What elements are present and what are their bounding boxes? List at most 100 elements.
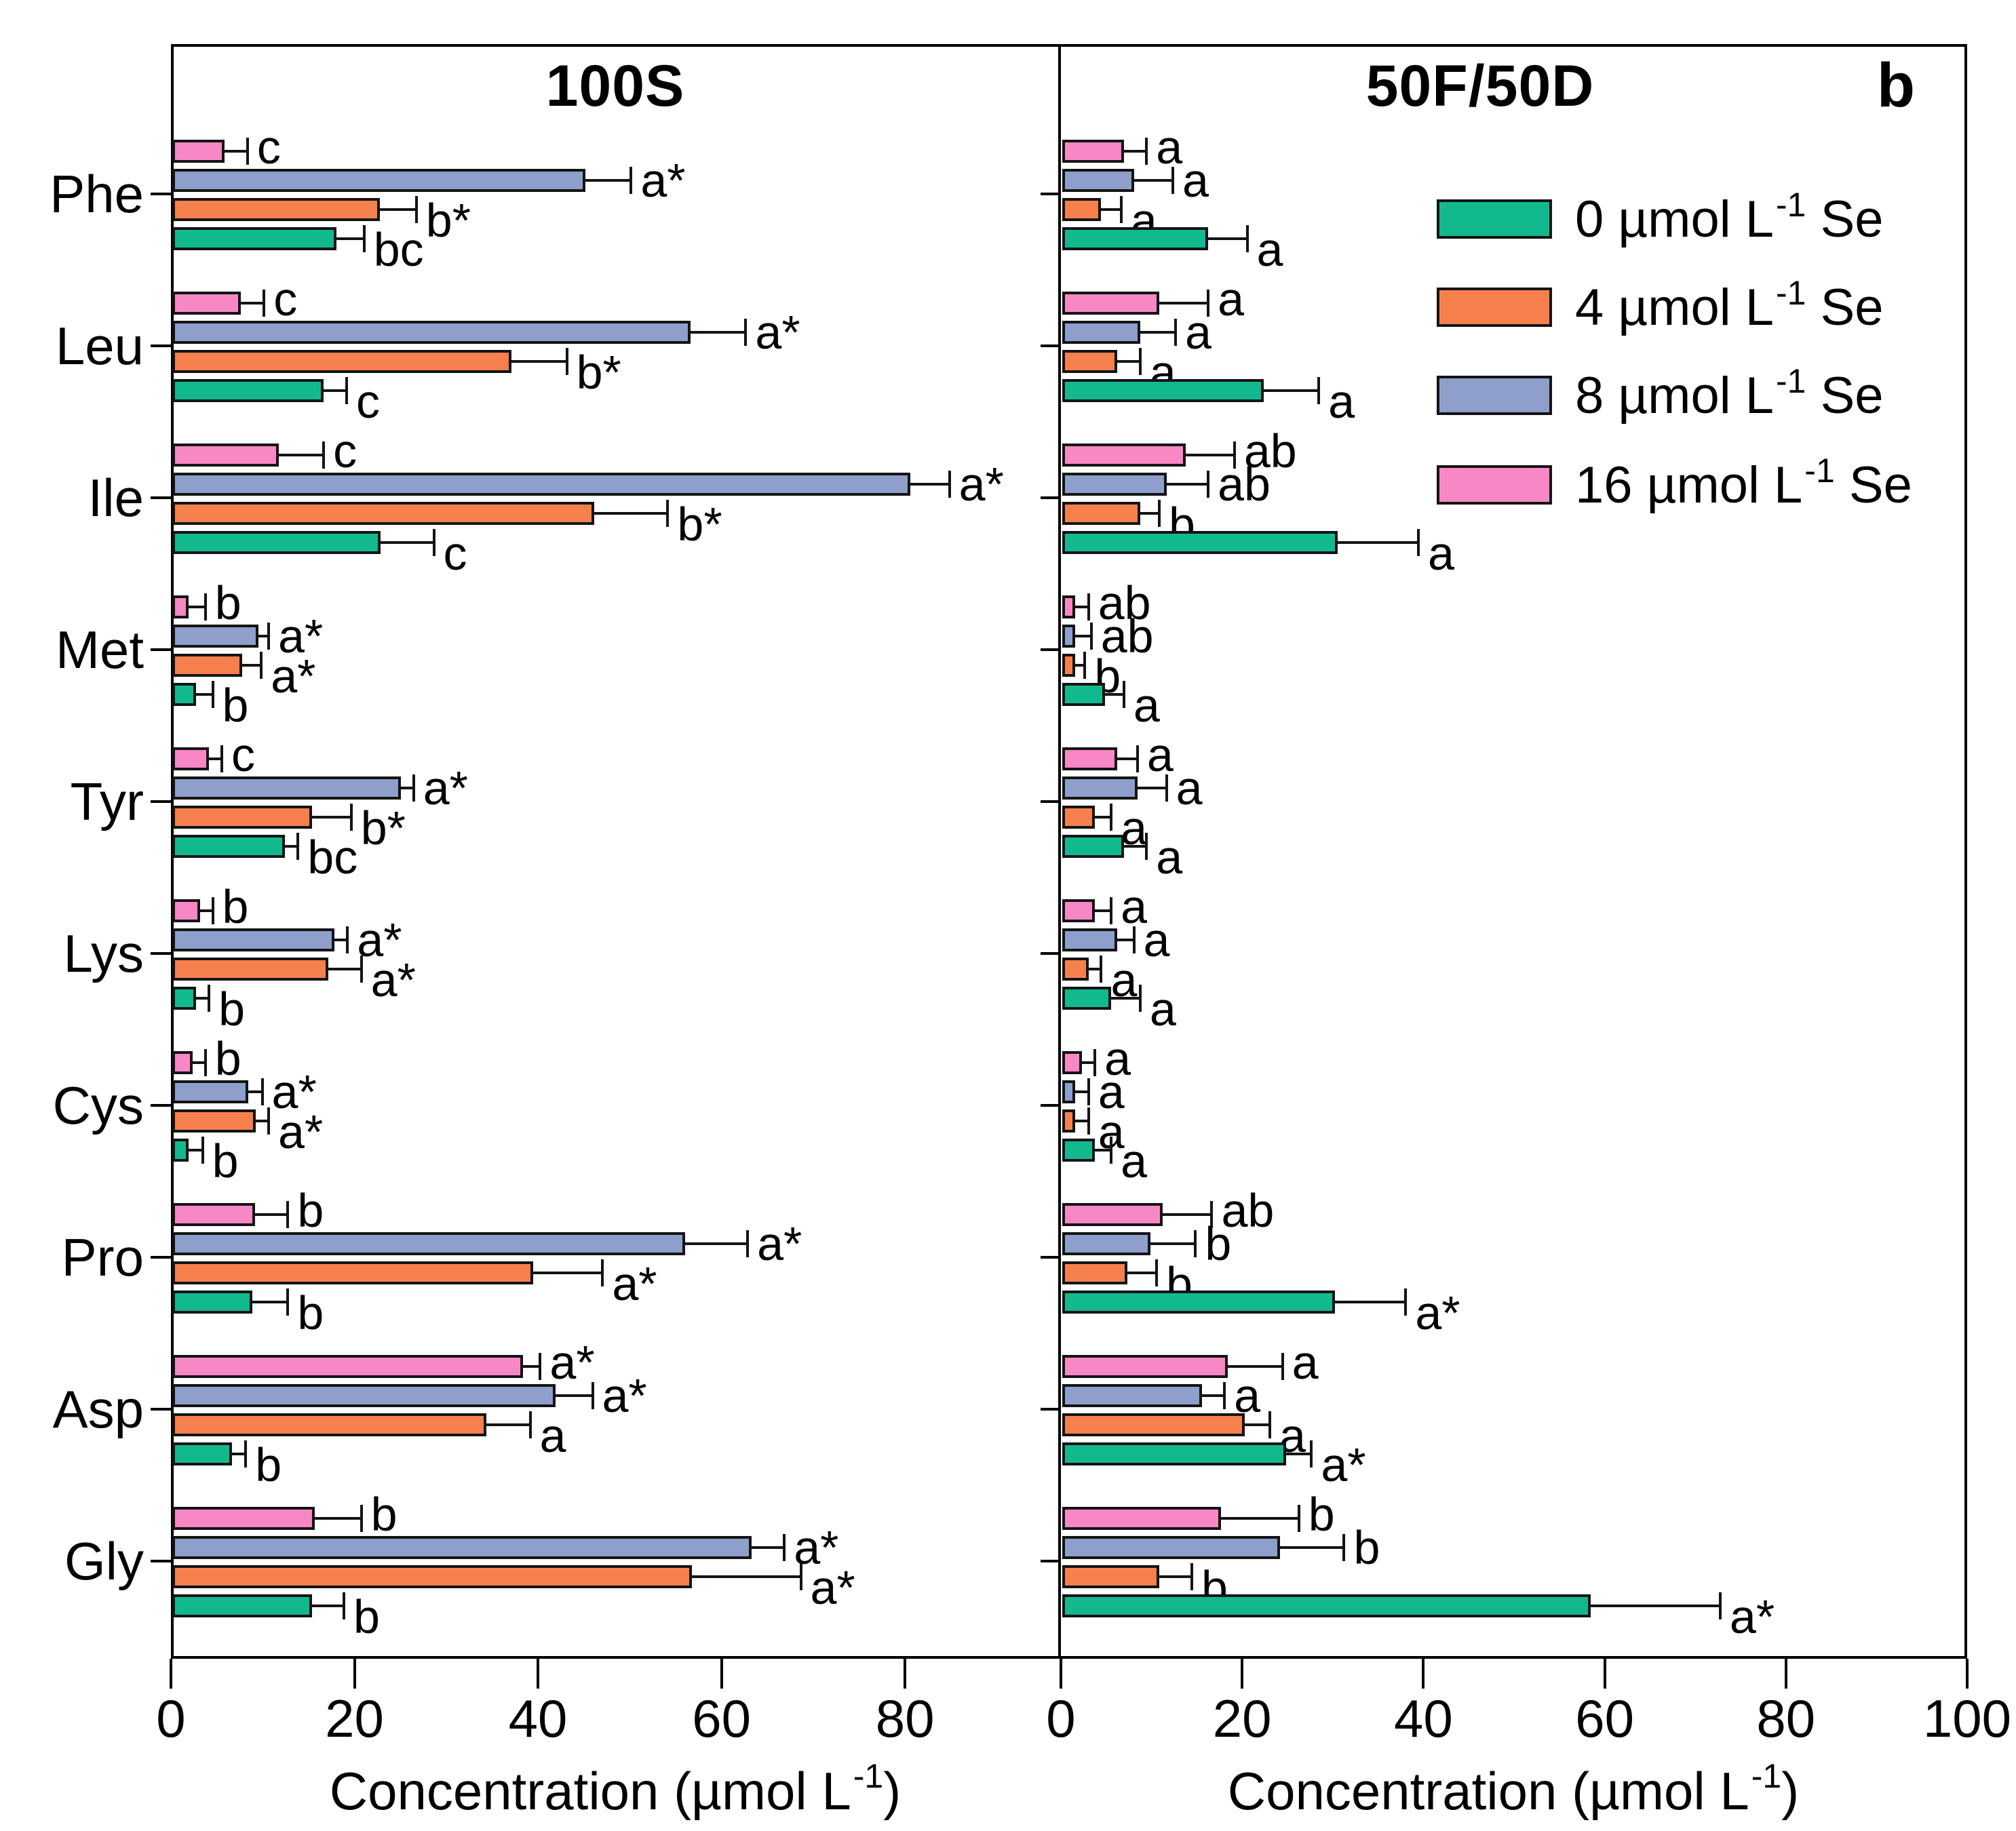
legend-unit-se: Se xyxy=(1806,366,1884,425)
error-bar xyxy=(1159,1575,1193,1578)
significance-label: a* xyxy=(271,1065,317,1118)
error-bar-cap xyxy=(1136,745,1139,772)
bar-met-8umol xyxy=(1062,625,1075,648)
legend-unit: µmol L xyxy=(1604,366,1775,425)
significance-label: a xyxy=(1185,306,1211,359)
x-tick xyxy=(1784,1659,1787,1689)
error-bar-cap xyxy=(203,1049,207,1076)
error-bar-cap xyxy=(601,1259,604,1286)
significance-label: a xyxy=(1218,273,1245,326)
error-bar xyxy=(1244,1423,1270,1426)
legend-unit-se: Se xyxy=(1806,278,1884,336)
error-bar-cap xyxy=(1310,1440,1313,1468)
legend-label: 0 µmol L-1 Se xyxy=(1575,186,1884,249)
error-bar-cap xyxy=(260,652,263,679)
legend-value: 0 xyxy=(1575,190,1604,248)
error-bar xyxy=(311,816,351,819)
error-bar-cap xyxy=(629,167,633,194)
error-bar xyxy=(311,1604,344,1607)
bar-phe-4umol xyxy=(1062,198,1102,221)
x-axis-title-sup: -1 xyxy=(1751,1757,1782,1795)
bar-tyr-4umol xyxy=(172,806,312,829)
error-bar xyxy=(241,302,265,304)
error-bar xyxy=(199,909,213,912)
significance-label: b xyxy=(222,880,249,933)
error-bar-cap xyxy=(1119,196,1123,223)
error-bar xyxy=(285,845,298,848)
x-tick xyxy=(537,1659,540,1689)
significance-label: a xyxy=(1428,527,1454,580)
x-axis-title-close: ) xyxy=(883,1761,902,1821)
error-bar-cap xyxy=(1718,1592,1722,1619)
error-bar xyxy=(1117,939,1134,941)
y-tick xyxy=(1041,648,1061,651)
legend-unit: µmol L xyxy=(1604,190,1775,248)
x-axis-title-left: Concentration (µmol L-1) xyxy=(239,1757,992,1822)
legend-swatch-8umol xyxy=(1437,376,1552,415)
bar-cys-0umol xyxy=(172,1139,189,1162)
x-tick-label: 60 xyxy=(692,1689,751,1748)
bar-tyr-0umol xyxy=(172,835,286,858)
error-bar-cap xyxy=(1089,623,1093,650)
bar-met-16umol xyxy=(1062,595,1075,618)
error-bar xyxy=(1140,512,1159,515)
significance-label: c xyxy=(256,121,281,174)
panel-title-100S: 100S xyxy=(545,54,685,119)
error-bar-cap xyxy=(360,1505,363,1532)
significance-label: a xyxy=(1121,880,1148,933)
x-tick-label: 0 xyxy=(156,1689,186,1748)
legend-unit-sup: -1 xyxy=(1776,185,1806,224)
error-bar-cap xyxy=(246,138,249,165)
bar-leu-16umol xyxy=(172,292,241,315)
category-label-leu: Leu xyxy=(55,316,144,376)
legend-swatch-16umol xyxy=(1437,465,1552,505)
error-bar xyxy=(1074,635,1091,637)
error-bar-cap xyxy=(342,1592,345,1619)
error-bar-cap xyxy=(1223,1382,1226,1409)
category-label-gly: Gly xyxy=(64,1531,144,1591)
error-bar xyxy=(1590,1604,1720,1607)
significance-label: a* xyxy=(958,458,1004,511)
error-bar xyxy=(1082,1061,1096,1064)
legend-unit-se: Se xyxy=(1806,190,1884,248)
error-bar-cap xyxy=(414,196,418,223)
bar-leu-0umol xyxy=(1062,379,1264,402)
category-label-cys: Cys xyxy=(52,1076,144,1135)
x-tick xyxy=(353,1659,356,1689)
bar-cys-16umol xyxy=(1062,1051,1083,1074)
bar-gly-4umol xyxy=(172,1565,692,1588)
significance-label: ab xyxy=(1218,458,1271,511)
y-tick xyxy=(151,193,171,195)
significance-label: a xyxy=(1328,375,1355,428)
significance-label: a xyxy=(1104,1032,1131,1085)
error-bar xyxy=(1117,360,1140,363)
error-bar xyxy=(910,483,950,486)
x-axis-title-text: Concentration (µmol L xyxy=(1227,1761,1749,1821)
error-bar xyxy=(324,389,347,392)
panel-divider xyxy=(1058,44,1061,1659)
error-bar xyxy=(1201,1394,1225,1397)
error-bar xyxy=(486,1423,530,1426)
error-bar xyxy=(1285,1453,1312,1455)
bar-lys-0umol xyxy=(172,987,197,1010)
error-bar-cap xyxy=(591,1382,594,1409)
significance-label: a* xyxy=(602,1369,647,1422)
bar-ile-16umol xyxy=(172,444,279,467)
bar-tyr-8umol xyxy=(1062,776,1138,800)
error-bar xyxy=(379,208,416,211)
y-tick xyxy=(151,1408,171,1411)
significance-label: b xyxy=(297,1286,324,1339)
error-bar-cap xyxy=(746,1230,750,1257)
error-bar xyxy=(1095,909,1112,912)
bar-gly-0umol xyxy=(172,1594,312,1617)
bar-asp-4umol xyxy=(1062,1413,1245,1436)
significance-label: a* xyxy=(810,1561,855,1614)
error-bar-cap xyxy=(345,377,348,404)
error-bar-cap xyxy=(1110,897,1113,924)
error-bar-cap xyxy=(349,804,353,831)
significance-label: c xyxy=(443,527,467,580)
significance-label: c xyxy=(231,728,256,781)
error-bar xyxy=(1127,1272,1157,1274)
error-bar-cap xyxy=(1110,804,1113,831)
error-bar xyxy=(336,237,364,240)
